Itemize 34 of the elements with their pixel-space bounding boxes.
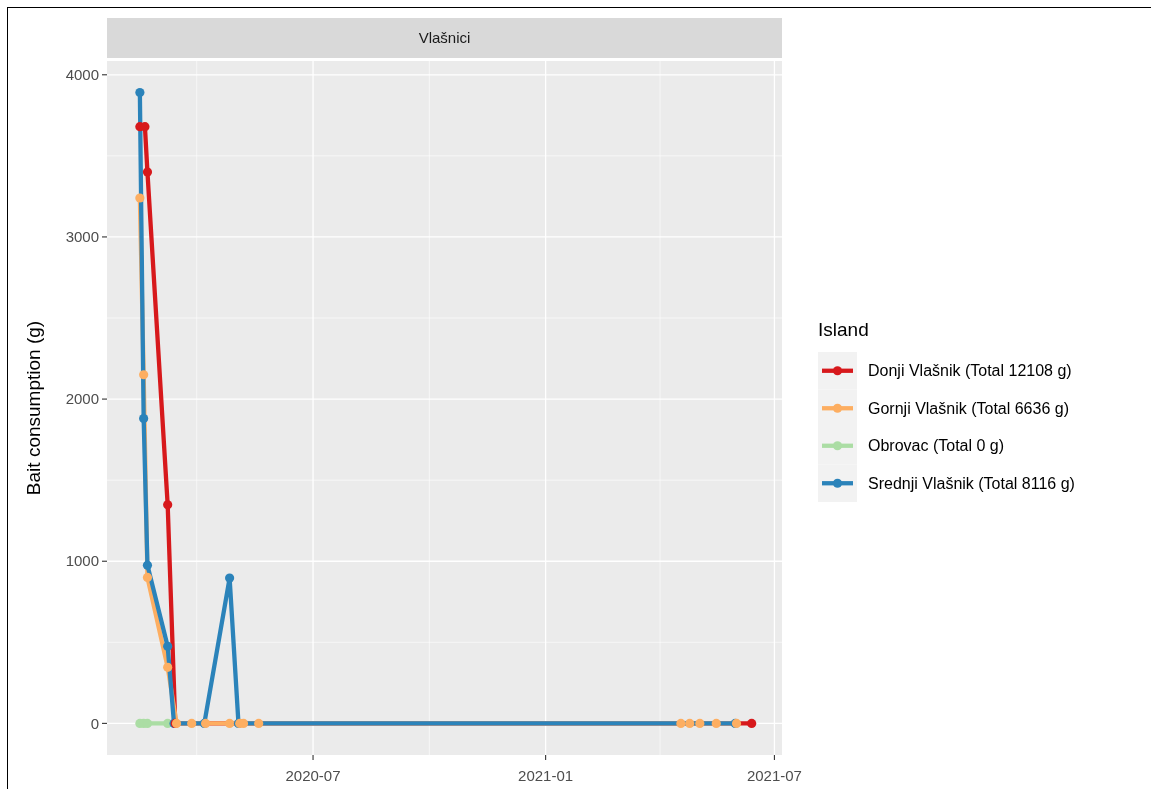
point	[139, 413, 149, 424]
legend-label: Donji Vlašnik (Total 12108 g)	[868, 362, 1072, 380]
point	[135, 193, 145, 203]
point	[139, 370, 149, 380]
legend-label: Obrovac (Total 0 g)	[868, 437, 1005, 455]
point	[695, 718, 705, 728]
point	[135, 88, 145, 98]
y-axis-title: Bait consumption (g)	[22, 320, 44, 496]
point	[225, 573, 235, 583]
legend-label: Gornji Vlašnik (Total 6636 g)	[868, 399, 1069, 417]
point	[142, 572, 153, 583]
point	[685, 718, 695, 728]
point	[187, 718, 197, 728]
point	[676, 718, 686, 728]
y-tick-label: 4000	[65, 66, 99, 84]
x-tick-label: 2020-07	[285, 767, 341, 785]
point	[163, 662, 173, 672]
chart-title: Vlašnici	[418, 29, 471, 47]
point	[747, 718, 757, 728]
y-tick-label: 1000	[65, 552, 99, 570]
y-tick-label: 2000	[65, 390, 99, 408]
y-tick-label: 3000	[65, 228, 99, 246]
point	[163, 500, 173, 510]
legend-label: Srednji Vlašnik (Total 8116 g)	[868, 474, 1075, 492]
point	[142, 560, 153, 570]
point	[254, 718, 264, 728]
y-tick-label: 0	[90, 714, 99, 732]
legend-title: Island	[818, 319, 869, 340]
point	[142, 167, 153, 177]
x-tick-label: 2021-07	[746, 767, 802, 785]
point	[163, 641, 173, 651]
point	[225, 718, 235, 728]
x-tick-label: 2021-01	[518, 767, 574, 785]
point	[711, 718, 721, 728]
